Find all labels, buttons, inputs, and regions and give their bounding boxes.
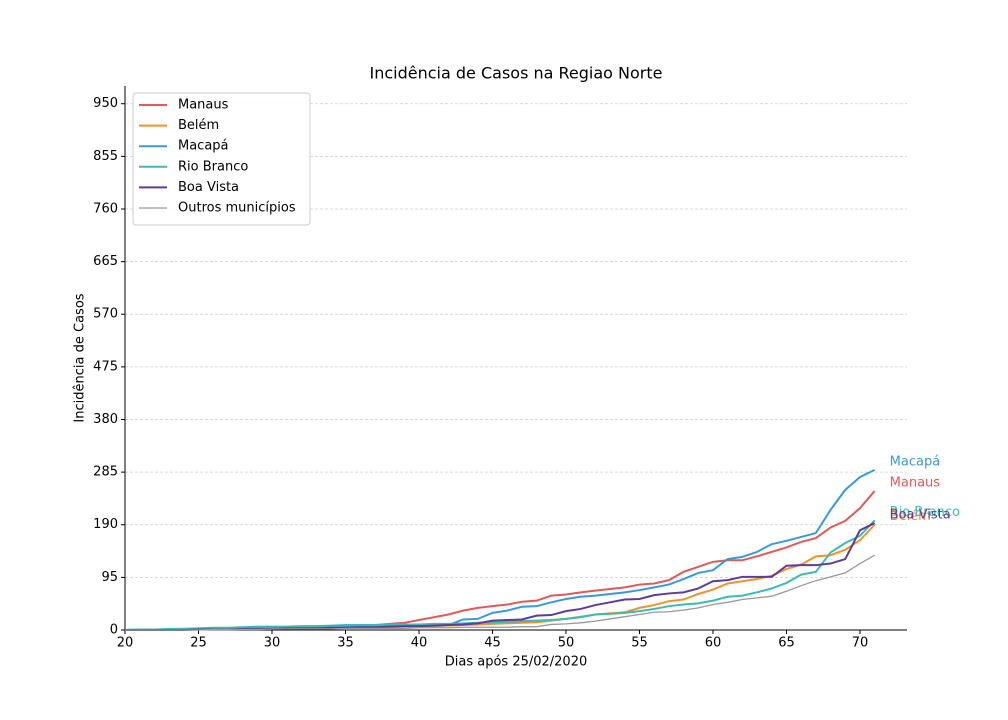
x-tick-label: 40: [411, 636, 428, 651]
y-tick-label: 950: [93, 96, 118, 111]
series-line: [125, 490, 876, 631]
y-tick-label: 0: [110, 623, 118, 638]
x-tick-label: 30: [264, 636, 281, 651]
legend-label: Belém: [178, 118, 219, 133]
legend-label: Manaus: [178, 98, 229, 113]
end-label: Rio Branco: [890, 505, 960, 520]
end-label: Manaus: [890, 475, 941, 490]
x-tick-label: 60: [705, 636, 722, 651]
y-tick-label: 380: [93, 412, 118, 427]
x-axis-label: Dias após 25/02/2020: [445, 655, 588, 670]
y-tick-label: 570: [93, 307, 118, 322]
y-tick-label: 285: [93, 465, 118, 480]
x-tick-label: 50: [558, 636, 575, 651]
legend-label: Macapá: [178, 139, 229, 154]
y-tick-label: 665: [93, 254, 118, 269]
legend-label: Rio Branco: [178, 159, 248, 174]
y-tick-label: 190: [93, 517, 118, 532]
x-tick-label: 35: [337, 636, 354, 651]
x-tick-label: 20: [117, 636, 134, 651]
chart-title: Incidência de Casos na Regiao Norte: [370, 64, 663, 83]
y-axis-label: Incidência de Casos: [73, 293, 88, 422]
x-tick-label: 55: [631, 636, 648, 651]
x-tick-label: 45: [484, 636, 501, 651]
end-label: Macapá: [890, 454, 941, 469]
end-label: Boa Vista: [890, 508, 951, 523]
x-tick-label: 70: [852, 636, 869, 651]
y-tick-label: 475: [93, 359, 118, 374]
series-line: [124, 519, 876, 631]
y-tick-label: 95: [101, 570, 118, 585]
y-tick-label: 760: [93, 201, 118, 216]
series-line: [125, 522, 876, 631]
series-line: [125, 554, 875, 631]
legend-box: [132, 92, 311, 226]
y-tick-label: 855: [93, 149, 118, 164]
x-tick-label: 65: [778, 636, 795, 651]
x-tick-label: 25: [190, 636, 207, 651]
end-label: Belém: [890, 509, 931, 524]
legend-label: Outros municípios: [178, 201, 296, 216]
legend-label: Boa Vista: [178, 180, 239, 195]
